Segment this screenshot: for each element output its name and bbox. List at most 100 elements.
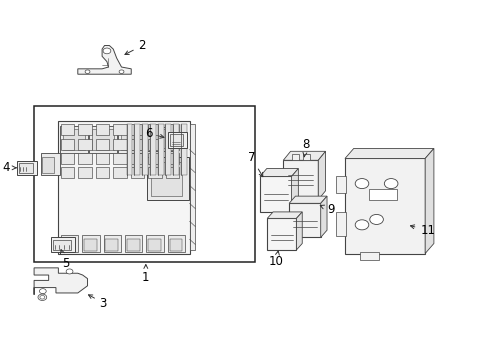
Bar [61, 167, 74, 178]
Bar [134, 125, 140, 175]
Bar [17, 161, 37, 175]
Bar [283, 160, 318, 200]
Text: 7: 7 [247, 151, 263, 177]
Bar [165, 125, 171, 175]
Circle shape [38, 294, 47, 301]
Bar [42, 157, 54, 173]
Bar [165, 153, 179, 164]
Polygon shape [260, 168, 298, 176]
Bar [291, 154, 298, 160]
Bar [173, 125, 179, 175]
Bar [148, 239, 161, 251]
Bar [148, 125, 162, 135]
Bar [302, 154, 309, 160]
Bar [165, 139, 179, 149]
Text: 4: 4 [2, 161, 16, 174]
Circle shape [66, 269, 73, 274]
Bar [121, 129, 143, 150]
Bar [78, 125, 92, 135]
Polygon shape [424, 148, 433, 253]
Bar [146, 234, 163, 252]
Bar [62, 239, 75, 251]
Circle shape [119, 70, 123, 73]
Bar [288, 203, 320, 237]
Polygon shape [34, 268, 87, 295]
Bar [130, 139, 144, 149]
Bar [126, 125, 132, 175]
Circle shape [40, 289, 46, 294]
Polygon shape [320, 196, 326, 237]
Bar [41, 153, 60, 175]
Circle shape [354, 220, 368, 230]
Bar [368, 189, 397, 200]
Bar [336, 212, 345, 235]
Bar [96, 139, 109, 149]
Bar [189, 125, 195, 250]
Bar [124, 234, 142, 252]
Bar [148, 139, 162, 149]
Circle shape [354, 179, 368, 189]
Bar [113, 153, 126, 164]
Bar [61, 153, 74, 164]
Bar [61, 125, 74, 135]
Bar [61, 139, 74, 149]
Bar [96, 125, 109, 135]
Bar [169, 239, 182, 251]
Bar [130, 167, 144, 178]
Bar [130, 125, 144, 135]
Bar [78, 167, 92, 178]
Bar [181, 125, 186, 175]
Bar [126, 239, 139, 251]
Bar [167, 132, 187, 148]
Bar [96, 153, 109, 164]
Bar [130, 153, 144, 164]
Bar [113, 167, 126, 178]
Bar [167, 234, 185, 252]
Text: 1: 1 [142, 265, 149, 284]
Text: 8: 8 [302, 138, 309, 157]
Bar [84, 239, 97, 251]
Bar [150, 125, 155, 175]
Bar [89, 126, 117, 153]
Polygon shape [78, 45, 131, 74]
Bar [19, 163, 33, 173]
Bar [148, 153, 162, 164]
Bar [103, 234, 121, 252]
Bar [147, 127, 174, 151]
Bar [169, 134, 183, 146]
Bar [82, 234, 100, 252]
Bar [92, 129, 114, 150]
Text: 5: 5 [61, 249, 69, 270]
Polygon shape [318, 151, 325, 200]
Bar [61, 234, 78, 252]
Polygon shape [283, 151, 325, 160]
Bar [105, 239, 118, 251]
Bar [267, 219, 296, 250]
Text: 9: 9 [320, 203, 334, 216]
Bar [165, 125, 179, 135]
Circle shape [40, 296, 45, 299]
Polygon shape [288, 196, 326, 203]
Polygon shape [267, 212, 302, 219]
Bar [118, 126, 146, 153]
Text: 2: 2 [125, 39, 146, 54]
Bar [96, 167, 109, 178]
Bar [58, 121, 189, 253]
Text: 6: 6 [145, 127, 163, 140]
Bar [148, 167, 162, 178]
Bar [260, 176, 291, 212]
Bar [147, 157, 188, 200]
Polygon shape [291, 168, 298, 212]
Bar [60, 126, 88, 153]
Bar [142, 125, 148, 175]
Bar [157, 125, 163, 175]
Bar [53, 239, 71, 250]
Text: 3: 3 [88, 295, 107, 310]
Bar [78, 139, 92, 149]
Circle shape [103, 48, 111, 54]
Circle shape [384, 179, 397, 189]
Polygon shape [345, 148, 433, 158]
Bar [336, 176, 345, 193]
Circle shape [369, 215, 383, 225]
Bar [51, 237, 75, 252]
